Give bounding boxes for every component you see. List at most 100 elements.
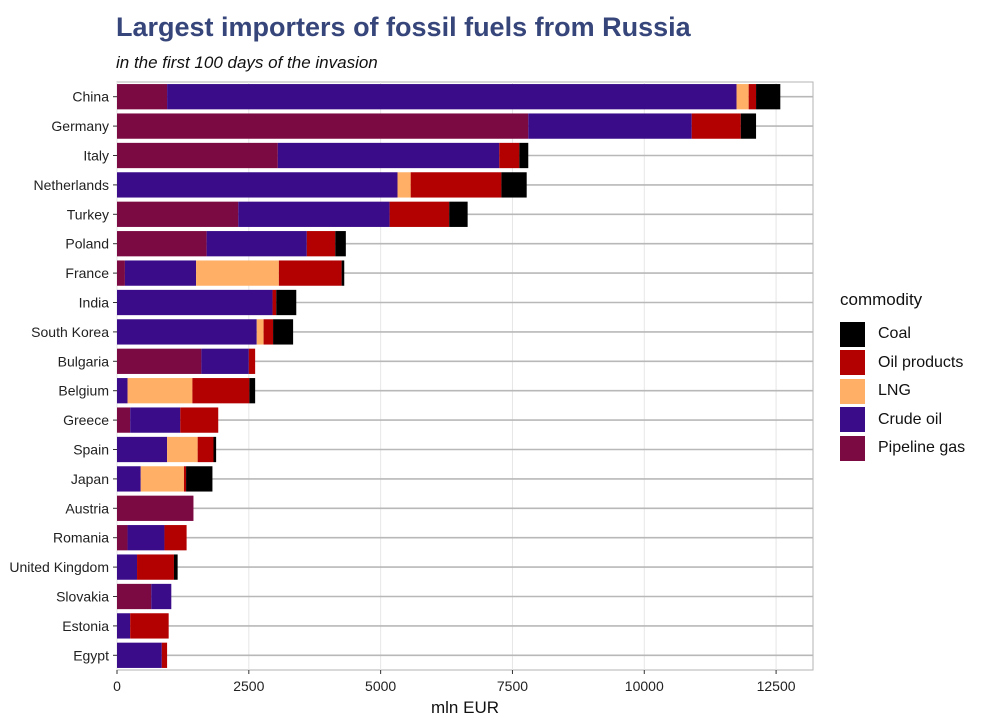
y-tick-label: Spain [73,442,109,458]
bar-south-korea-oil-products [263,319,274,345]
y-tick-label: Romania [53,530,109,546]
bar-china-pipeline-gas [117,84,168,110]
x-tick-label: 5000 [365,678,396,694]
bar-poland-crude-oil [206,231,307,257]
legend-title: commodity [840,290,923,309]
bar-germany-pipeline-gas [117,113,529,139]
y-tick-label: France [65,265,109,281]
legend-item: Oil products [840,349,965,378]
bar-united-kingdom-oil-products [137,554,174,580]
x-tick-label: 2500 [233,678,264,694]
bar-france-coal [341,260,345,286]
bar-france-pipeline-gas [117,260,125,286]
y-tick-label: Bulgaria [58,353,110,369]
bar-italy-oil-products [499,142,520,169]
y-tick-label: Germany [51,118,109,134]
bar-bulgaria-pipeline-gas [117,348,202,374]
bar-south-korea-lng [256,319,264,345]
bar-estonia-crude-oil [117,613,131,639]
bar-china-lng [736,84,749,110]
bar-belgium-crude-oil [117,378,128,404]
bar-slovakia-crude-oil [151,583,172,610]
bar-france-lng [196,260,279,286]
legend-item: Coal [840,320,965,349]
bar-turkey-pipeline-gas [117,201,239,227]
y-tick-label: China [72,89,109,105]
legend-swatch [840,407,865,433]
bar-turkey-coal [449,201,468,227]
y-tick-label: Egypt [73,647,109,663]
bar-india-coal [276,289,297,316]
bar-bulgaria-crude-oil [201,348,249,374]
y-tick-label: Slovakia [56,589,109,605]
bar-romania-crude-oil [127,525,165,551]
bar-india-crude-oil [117,289,273,316]
y-tick-label: Italy [83,148,109,164]
y-tick-label: Netherlands [34,177,110,193]
bar-italy-crude-oil [277,142,500,169]
bar-egypt-oil-products [161,642,168,668]
x-axis-title: mln EUR [431,698,499,717]
bar-japan-oil-products [183,466,187,492]
bar-netherlands-coal [501,172,527,198]
chart-title: Largest importers of fossil fuels from R… [116,12,691,42]
legend-label: Coal [878,325,911,343]
bar-italy-pipeline-gas [117,142,278,169]
bar-greece-oil-products [180,407,219,433]
bar-united-kingdom-crude-oil [117,554,138,580]
legend-label: Oil products [878,353,964,371]
legend-swatch [840,378,865,404]
y-tick-label: Poland [65,236,109,252]
y-tick-label: Greece [63,412,109,428]
bar-romania-oil-products [164,525,187,551]
y-tick-label: South Korea [31,324,109,340]
x-tick-label: 0 [113,678,121,694]
bar-greece-pipeline-gas [117,407,131,433]
bar-estonia-oil-products [130,613,169,639]
bar-netherlands-crude-oil [117,172,398,198]
legend-item: LNG [840,377,965,406]
x-tick-label: 7500 [497,678,528,694]
legend-swatch [840,350,865,376]
bar-spain-oil-products [197,436,214,463]
legend-label: LNG [878,382,911,400]
legend: commodity Coal Oil products LNG Crude oil Pi… [840,290,965,463]
bar-spain-coal [213,436,217,463]
bar-germany-coal [740,113,757,139]
bar-india-oil-products [272,289,277,316]
bar-japan-lng [140,466,184,492]
bar-china-oil-products [748,84,757,110]
bar-spain-lng [167,436,198,463]
legend-item: Pipeline gas [840,434,965,463]
y-tick-label: Austria [65,500,109,516]
bar-poland-oil-products [306,231,336,257]
legend-item: Crude oil [840,406,965,435]
bar-bulgaria-oil-products [248,348,256,374]
bar-spain-crude-oil [117,436,168,463]
bar-egypt-crude-oil [117,642,162,668]
bar-italy-coal [519,142,529,169]
bar-netherlands-lng [397,172,411,198]
y-tick-label: Turkey [67,206,109,222]
bar-belgium-coal [249,378,256,404]
bar-germany-oil-products [691,113,741,139]
bar-turkey-oil-products [389,201,450,227]
bar-poland-pipeline-gas [117,231,207,257]
legend-label: Crude oil [878,410,943,428]
bar-belgium-lng [127,378,193,404]
y-tick-label: Japan [71,471,109,487]
bar-netherlands-oil-products [410,172,502,198]
bar-belgium-oil-products [192,378,250,404]
bar-germany-crude-oil [528,113,692,139]
bar-china-crude-oil [167,84,737,110]
bar-south-korea-crude-oil [117,319,257,345]
bar-turkey-crude-oil [238,201,390,227]
bar-greece-crude-oil [130,407,181,433]
bar-romania-pipeline-gas [117,525,128,551]
plot-panel [116,81,814,671]
y-tick-label: Estonia [62,618,109,634]
bar-china-coal [756,84,781,110]
bar-slovakia-pipeline-gas [117,583,152,610]
bar-south-korea-coal [273,319,294,345]
legend-swatch [840,321,865,347]
